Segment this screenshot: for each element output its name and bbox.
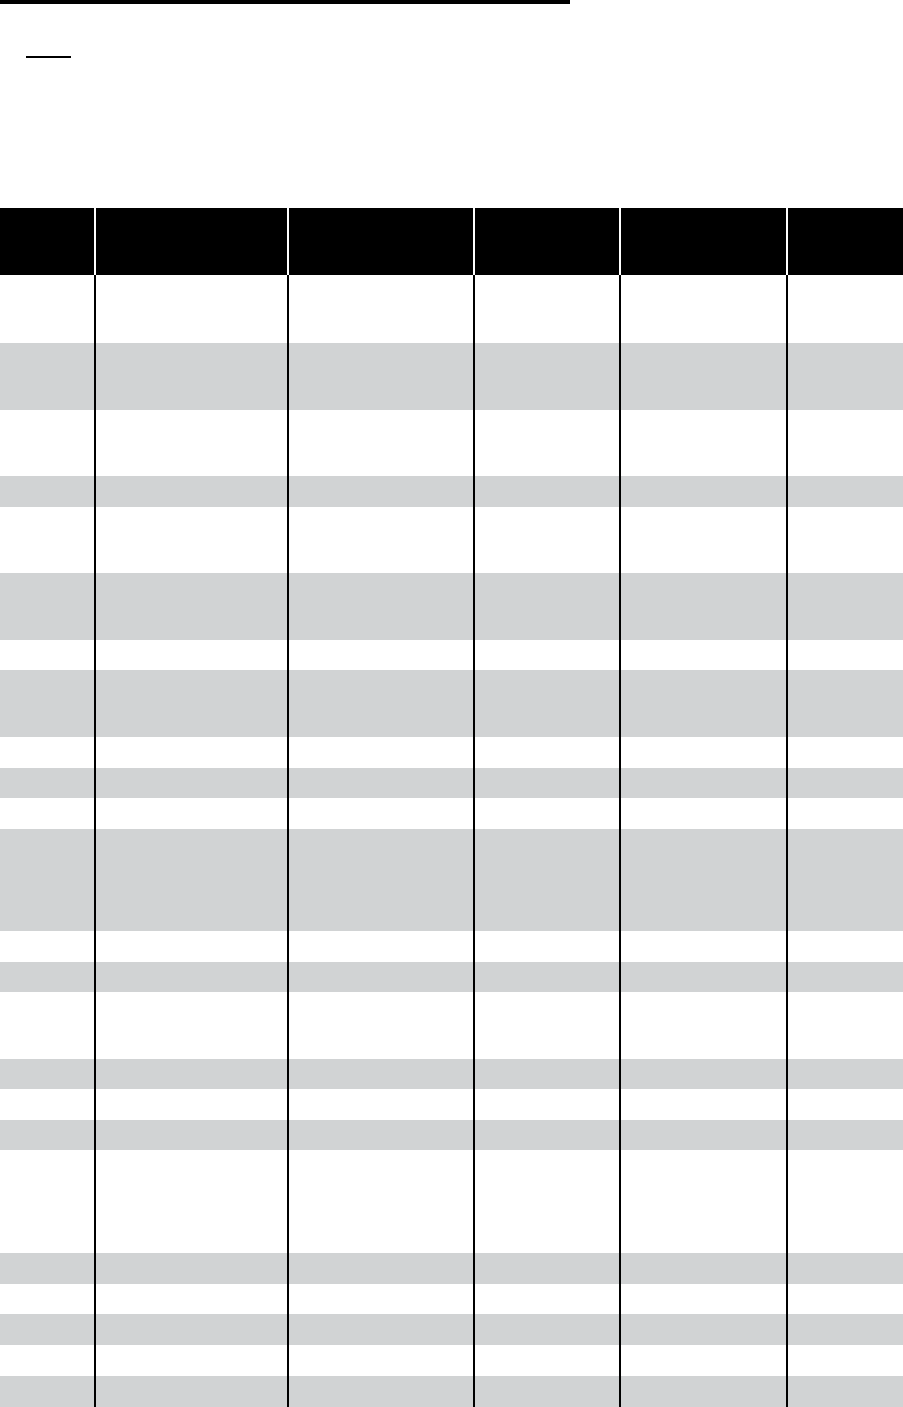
table-row — [0, 962, 903, 992]
table-row — [0, 1059, 903, 1089]
table-row — [0, 1314, 903, 1345]
table-row — [0, 992, 903, 1059]
table-row — [0, 343, 903, 410]
table-row — [0, 798, 903, 829]
header-separator — [619, 208, 621, 275]
column-separator — [786, 275, 788, 1407]
header-separator — [786, 208, 788, 275]
table-row — [0, 931, 903, 962]
table-row — [0, 1253, 903, 1284]
table-body — [0, 275, 903, 1407]
table-row — [0, 476, 903, 507]
table-row — [0, 670, 903, 737]
table-row — [0, 768, 903, 798]
header-separator — [287, 208, 289, 275]
table-row — [0, 1089, 903, 1120]
table-row — [0, 410, 903, 476]
column-separator — [619, 275, 621, 1407]
column-separators — [94, 208, 788, 1407]
column-separator — [94, 275, 96, 1407]
header-separator — [473, 208, 475, 275]
header-separator — [94, 208, 96, 275]
table-row — [0, 507, 903, 573]
table-row — [0, 1345, 903, 1376]
table-row — [0, 1120, 903, 1150]
table-row — [0, 1284, 903, 1314]
column-separator — [473, 275, 475, 1407]
column-separator — [287, 275, 289, 1407]
table-row — [0, 1150, 903, 1253]
table-row — [0, 737, 903, 768]
table-row — [0, 640, 903, 670]
table-row — [0, 829, 903, 931]
table-row — [0, 1376, 903, 1407]
table-row — [0, 573, 903, 640]
table-row — [0, 275, 903, 343]
top-rule — [0, 0, 570, 4]
heading-underline — [26, 56, 71, 58]
table-header — [0, 208, 903, 275]
